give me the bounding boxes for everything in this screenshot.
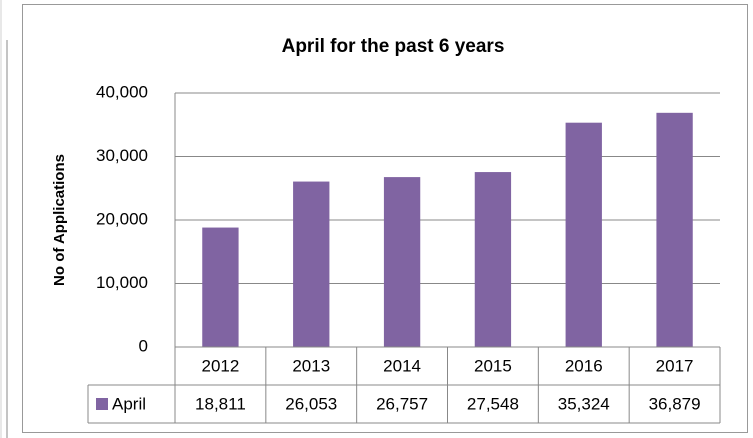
table-value: 26,757 — [376, 394, 428, 413]
y-axis-label: No of Applications — [51, 154, 68, 286]
y-tick-label: 30,000 — [96, 146, 148, 165]
y-tick-label: 10,000 — [96, 273, 148, 292]
bar — [565, 122, 602, 347]
table-value: 36,879 — [649, 394, 701, 413]
x-tick-label: 2015 — [474, 356, 512, 375]
bar — [383, 177, 421, 347]
bar — [202, 227, 239, 347]
legend-label: April — [112, 394, 146, 413]
x-tick-label: 2013 — [292, 356, 330, 375]
table-value: 27,548 — [467, 394, 519, 413]
x-tick-label: 2017 — [656, 356, 694, 375]
table-value: 35,324 — [558, 394, 610, 413]
legend-swatch — [96, 398, 108, 410]
x-tick-label: 2016 — [565, 356, 603, 375]
bar — [474, 172, 512, 347]
x-tick-label: 2012 — [202, 356, 240, 375]
table-value: 18,811 — [195, 394, 246, 413]
bar — [656, 112, 693, 347]
y-tick-label: 40,000 — [96, 82, 148, 101]
y-tick-label: 20,000 — [96, 209, 148, 228]
table-value: 26,053 — [285, 394, 337, 413]
bar — [293, 181, 330, 347]
y-tick-label: 0 — [139, 336, 148, 355]
x-tick-label: 2014 — [383, 356, 421, 375]
chart-title: April for the past 6 years — [282, 36, 505, 57]
